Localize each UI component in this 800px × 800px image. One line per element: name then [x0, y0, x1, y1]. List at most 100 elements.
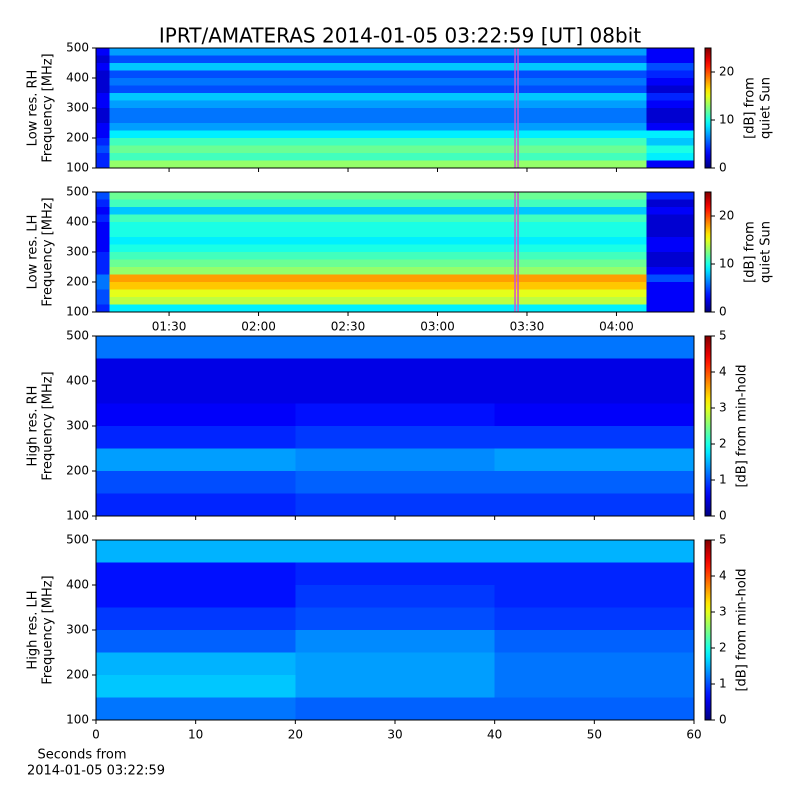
heatmap-cell — [109, 100, 647, 108]
y-axis-label: Frequency [MHz] — [41, 53, 56, 162]
y-tick-label: 300 — [66, 419, 89, 433]
heatmap-cell — [109, 289, 647, 297]
heatmap-cell — [96, 358, 296, 381]
y-tick-label: 400 — [66, 215, 89, 229]
colorbar-label: [dB] from — [743, 77, 758, 139]
colorbar-tick-label: 10 — [719, 113, 734, 127]
heatmap-cell — [295, 403, 495, 426]
heatmap-cell — [96, 630, 296, 653]
heatmap-cell — [494, 403, 694, 426]
heatmap-cell — [494, 426, 694, 449]
y-tick-label: 500 — [66, 533, 89, 547]
heatmap-cell — [96, 237, 110, 245]
heatmap-cell — [295, 381, 495, 404]
colorbar — [704, 191, 712, 313]
heatmap-cell — [295, 652, 495, 675]
heatmap-cell — [96, 493, 296, 516]
colorbar-tick-label: 20 — [719, 65, 734, 79]
colorbar-tick-label: 1 — [719, 473, 727, 487]
heatmap-cell — [295, 607, 495, 630]
y-tick-label: 500 — [66, 41, 89, 55]
heatmap-cell — [295, 585, 495, 608]
colorbar-tick-label: 3 — [719, 401, 727, 415]
heatmap-cell — [109, 274, 647, 282]
colorbar-label: [dB] from min-hold — [735, 568, 750, 691]
heatmap-cell — [96, 160, 110, 168]
heatmap-cell — [646, 153, 694, 161]
heatmap-cell — [646, 70, 694, 78]
x-axis-label: Seconds from — [37, 748, 126, 763]
heatmap-cell — [96, 93, 110, 101]
heatmap-cell — [646, 100, 694, 108]
heatmap-cell — [646, 297, 694, 305]
heatmap-cell — [646, 192, 694, 200]
heatmap-cell — [295, 493, 495, 516]
heatmap-cell — [96, 207, 110, 215]
heatmap-cell — [109, 259, 647, 267]
heatmap-cell — [494, 540, 694, 563]
heatmap-cell — [494, 448, 694, 471]
heatmap-cell — [96, 652, 296, 675]
x-tick-label: 0 — [92, 728, 100, 742]
colorbar — [704, 335, 712, 517]
heatmap-cell — [109, 304, 647, 312]
heatmap-cell — [295, 426, 495, 449]
heatmap-cell — [646, 55, 694, 63]
heatmap-cell — [96, 48, 110, 56]
heatmap-cell — [646, 123, 694, 131]
heatmap-cell — [646, 108, 694, 116]
colorbar-label: quiet Sun — [759, 221, 774, 283]
heatmap-cell — [96, 115, 110, 123]
heatmap-cell — [109, 222, 647, 230]
heatmap-cell — [646, 237, 694, 245]
y-tick-label: 300 — [66, 623, 89, 637]
heatmap-cell — [109, 115, 647, 123]
heatmap-cell — [109, 63, 647, 71]
heatmap-cell — [494, 607, 694, 630]
heatmap-cell — [109, 199, 647, 207]
heatmap-cell — [295, 675, 495, 698]
heatmap-cell — [96, 304, 110, 312]
heatmap-cell — [96, 252, 110, 260]
x-tick-label: 01:30 — [152, 320, 187, 334]
colorbar-tick-label: 3 — [719, 605, 727, 619]
heatmap-cell — [494, 336, 694, 359]
heatmap-cell — [646, 145, 694, 153]
heatmap-cell — [109, 123, 647, 131]
heatmap-cell — [646, 244, 694, 252]
heatmap-cell — [646, 78, 694, 86]
heatmap-cell — [494, 630, 694, 653]
y-axis-label: High res. RH — [26, 386, 41, 467]
heatmap-cell — [96, 222, 110, 230]
heatmap-cell — [96, 259, 110, 267]
heatmap-cell — [646, 214, 694, 222]
heatmap-cell — [96, 70, 110, 78]
heatmap-cell — [96, 100, 110, 108]
y-axis-label: Frequency [MHz] — [41, 197, 56, 306]
x-axis-label: 2014-01-05 03:22:59 — [27, 764, 165, 779]
heatmap-cell — [646, 229, 694, 237]
colorbar-tick-label: 0 — [719, 305, 727, 319]
heatmap-cell — [646, 252, 694, 260]
heatmap-cell — [109, 93, 647, 101]
y-tick-label: 200 — [66, 668, 89, 682]
x-tick-label: 02:00 — [241, 320, 276, 334]
heatmap-cell — [494, 358, 694, 381]
colorbar-tick-label: 0 — [719, 509, 727, 523]
colorbar-tick-label: 2 — [719, 641, 727, 655]
colorbar-tick-label: 20 — [719, 209, 734, 223]
y-axis-label: Frequency [MHz] — [41, 575, 56, 684]
heatmap-cell — [96, 130, 110, 138]
heatmap-cell — [96, 675, 296, 698]
heatmap-cell — [96, 282, 110, 290]
heatmap-cell — [109, 267, 647, 275]
heatmap-cell — [96, 199, 110, 207]
heatmap-cell — [96, 607, 296, 630]
heatmap-cell — [109, 192, 647, 200]
chart-title: IPRT/AMATERAS 2014-01-05 03:22:59 [UT] 0… — [159, 24, 641, 48]
heatmap-cell — [295, 336, 495, 359]
heatmap-cell — [646, 115, 694, 123]
heatmap-cell — [109, 237, 647, 245]
heatmap-cell — [494, 697, 694, 720]
colorbar — [704, 47, 712, 169]
